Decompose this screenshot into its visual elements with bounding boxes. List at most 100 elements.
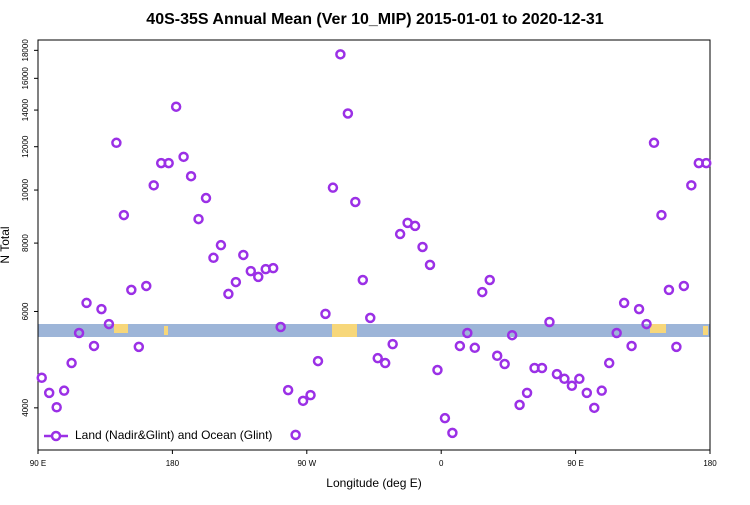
data-point [350, 196, 361, 208]
x-tick-label: 180 [166, 459, 180, 468]
land-patches [114, 324, 708, 337]
y-tick-label: 14000 [21, 98, 30, 121]
data-point [327, 182, 339, 193]
data-point [66, 357, 77, 369]
x-tick-label: 90 W [297, 459, 316, 468]
data-point [185, 170, 197, 182]
data-point [357, 274, 369, 286]
chart-title: 40S-35S Annual Mean (Ver 10_MIP) 2015-01… [146, 11, 604, 28]
data-point [551, 368, 563, 380]
x-tick-label: 180 [703, 459, 717, 468]
data-point [305, 389, 316, 401]
data-point [342, 108, 354, 119]
data-point [469, 342, 481, 354]
data-point [312, 355, 324, 367]
data-point [566, 380, 578, 391]
data-point [454, 340, 466, 352]
data-point [163, 157, 174, 169]
data-point [365, 312, 376, 324]
data-point [36, 372, 47, 383]
data-point [394, 228, 406, 240]
data-point [73, 327, 85, 339]
x-tick-label: 90 E [567, 459, 583, 468]
data-point [178, 151, 189, 163]
y-tick-label: 12000 [21, 135, 30, 158]
data-point [43, 387, 55, 399]
data-point [88, 340, 100, 352]
data-point [603, 357, 615, 369]
y-tick-label: 4000 [21, 398, 30, 416]
plot-frame [37, 39, 711, 451]
x-tick-label: 0 [439, 459, 444, 468]
ocean-band [38, 324, 710, 337]
data-point [671, 341, 682, 353]
data-point [618, 297, 630, 309]
data-point [491, 350, 503, 362]
data-point [51, 402, 62, 413]
data-point [111, 137, 122, 149]
data-point [536, 362, 548, 374]
data-point [275, 321, 286, 333]
data-point [148, 180, 159, 191]
data-point [245, 265, 257, 277]
data-point [335, 49, 346, 60]
data-point [506, 329, 518, 341]
data-point [200, 192, 212, 204]
data-point [439, 412, 451, 424]
data-point [253, 271, 264, 283]
data-point [372, 352, 383, 364]
data-point [686, 180, 697, 191]
y-tick-label: 16000 [21, 67, 30, 90]
data-point [641, 318, 652, 330]
data-point [133, 341, 145, 353]
data-point [103, 318, 115, 330]
data-point [230, 276, 242, 288]
data-point [126, 284, 137, 296]
y-tick-label: 10000 [21, 178, 30, 201]
data-point [589, 402, 600, 414]
data-point [462, 327, 473, 339]
data-point [544, 316, 555, 328]
data-point [170, 101, 182, 112]
data-point [499, 358, 510, 370]
y-tick-label: 6000 [21, 302, 30, 320]
data-point [267, 262, 279, 274]
legend-marker [50, 430, 62, 442]
data-point [574, 373, 585, 385]
data-point [678, 280, 690, 292]
legend-label: Land (Nadir&Glint) and Ocean (Glint) [75, 428, 272, 442]
data-point [282, 384, 294, 396]
data-point [477, 286, 488, 298]
data-point [514, 399, 525, 411]
data-point [447, 427, 458, 439]
data-point [387, 338, 398, 350]
data-point [648, 137, 660, 149]
y-tick-label: 18000 [21, 39, 30, 62]
data-point [379, 357, 391, 369]
data-point [81, 297, 92, 309]
data-point [417, 241, 428, 253]
data-point [223, 288, 234, 300]
y-tick-label: 8000 [21, 234, 30, 252]
data-point [118, 209, 130, 221]
data-point [663, 284, 675, 296]
data-point [96, 303, 107, 315]
data-point [626, 340, 637, 352]
data-point [290, 429, 301, 441]
data-point [297, 395, 309, 407]
data-point [320, 308, 331, 320]
data-point [596, 385, 607, 396]
x-tick-label: 90 E [30, 459, 46, 468]
data-point [611, 327, 622, 339]
data-point [581, 387, 593, 399]
y-axis-label: N Total [0, 226, 12, 263]
data-point [701, 157, 712, 169]
data-point [484, 274, 495, 286]
data-point [208, 252, 219, 264]
data-point [432, 364, 443, 376]
data-point [58, 385, 70, 396]
data-point [409, 220, 421, 232]
data-point [656, 209, 667, 221]
data-point [521, 387, 533, 399]
